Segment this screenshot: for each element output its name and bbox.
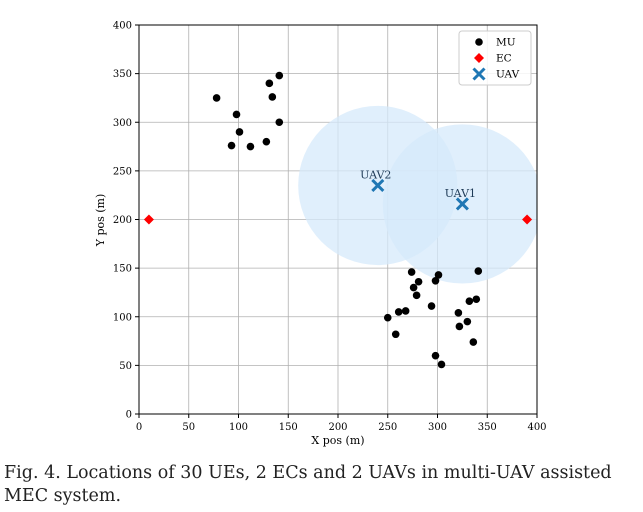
y-tick-label: 50	[119, 361, 132, 372]
mu-point	[469, 338, 478, 346]
mu-point	[275, 118, 284, 127]
x-tick-label: 200	[328, 422, 347, 433]
x-tick-label: 150	[279, 422, 298, 433]
mu-point	[454, 309, 463, 317]
x-tick-label: 250	[378, 422, 397, 433]
legend-label-ec: EC	[496, 53, 512, 65]
y-tick-label: 300	[113, 118, 132, 129]
x-axis-label: X pos (m)	[311, 434, 364, 447]
mu-point	[431, 276, 440, 285]
legend-label-uav: UAV	[496, 69, 520, 81]
y-tick-label: 200	[113, 215, 132, 226]
y-tick-label: 400	[113, 21, 132, 32]
mu-point	[268, 93, 277, 101]
legend-frame	[458, 30, 532, 86]
x-axis-ticks: 0 50 100 150 200 250 300 350 400	[136, 414, 547, 433]
x-stroke	[371, 178, 385, 193]
x-tick-label: 0	[136, 422, 142, 433]
x-stroke	[455, 197, 469, 211]
mu-point	[412, 291, 421, 300]
data-points: UAV1 UAV2	[143, 71, 533, 369]
y-tick-label: 0	[126, 410, 132, 421]
uav-label: UAV2	[360, 168, 391, 181]
mu-point	[401, 307, 410, 315]
y-axis-ticks: 0 50 100 150 200 250 300 350 400	[113, 21, 139, 421]
y-axis-label: Y pos (m)	[94, 194, 107, 248]
mu-point	[427, 302, 436, 310]
mu-point	[431, 351, 440, 360]
y-tick-label: 150	[113, 264, 132, 275]
mu-point	[275, 71, 284, 80]
mu-point	[472, 295, 481, 304]
x-tick-label: 100	[229, 422, 248, 433]
mu-point	[246, 142, 255, 151]
mu-point	[391, 330, 400, 339]
mu-point	[463, 317, 472, 326]
mu-point	[434, 271, 443, 279]
ec-point	[522, 214, 533, 225]
x-tick-label: 350	[478, 422, 497, 433]
x-tick-label: 50	[182, 422, 195, 433]
mu-point	[235, 128, 244, 136]
mu-point	[407, 268, 416, 276]
mu-point	[262, 137, 271, 146]
legend-label-mu: MU	[496, 37, 516, 49]
mu-point	[232, 110, 241, 119]
legend: MU EC UAV	[458, 30, 532, 86]
mu-point	[455, 322, 464, 331]
legend-marker-ec	[474, 53, 484, 63]
uav-point	[371, 178, 385, 193]
y-tick-label: 250	[113, 166, 132, 177]
legend-marker-uav	[472, 67, 486, 81]
figure-caption: Fig. 4. Locations of 30 UEs, 2 ECs and 2…	[4, 463, 612, 506]
y-tick-label: 350	[113, 69, 132, 80]
x-tick-label: 400	[527, 422, 546, 433]
mu-point	[437, 360, 446, 369]
mu-point	[383, 313, 392, 322]
mu-point	[265, 79, 274, 88]
mu-point	[394, 308, 403, 316]
y-tick-label: 100	[113, 312, 132, 323]
legend-marker-mu	[475, 38, 483, 46]
mu-point	[474, 267, 483, 275]
ec-point	[143, 214, 154, 225]
uav-label: UAV1	[445, 187, 476, 200]
scatter-chart: UAV1 UAV2 0 50 100 150 200 250 300 350 400 0 50 100…	[94, 21, 547, 448]
x-tick-label: 300	[428, 422, 447, 433]
mu-point	[465, 297, 474, 305]
uav-point	[455, 197, 469, 211]
mu-point	[414, 277, 423, 286]
x-stroke	[472, 67, 486, 81]
mu-point	[409, 283, 418, 292]
mu-point	[212, 94, 221, 102]
mu-point	[227, 141, 236, 150]
